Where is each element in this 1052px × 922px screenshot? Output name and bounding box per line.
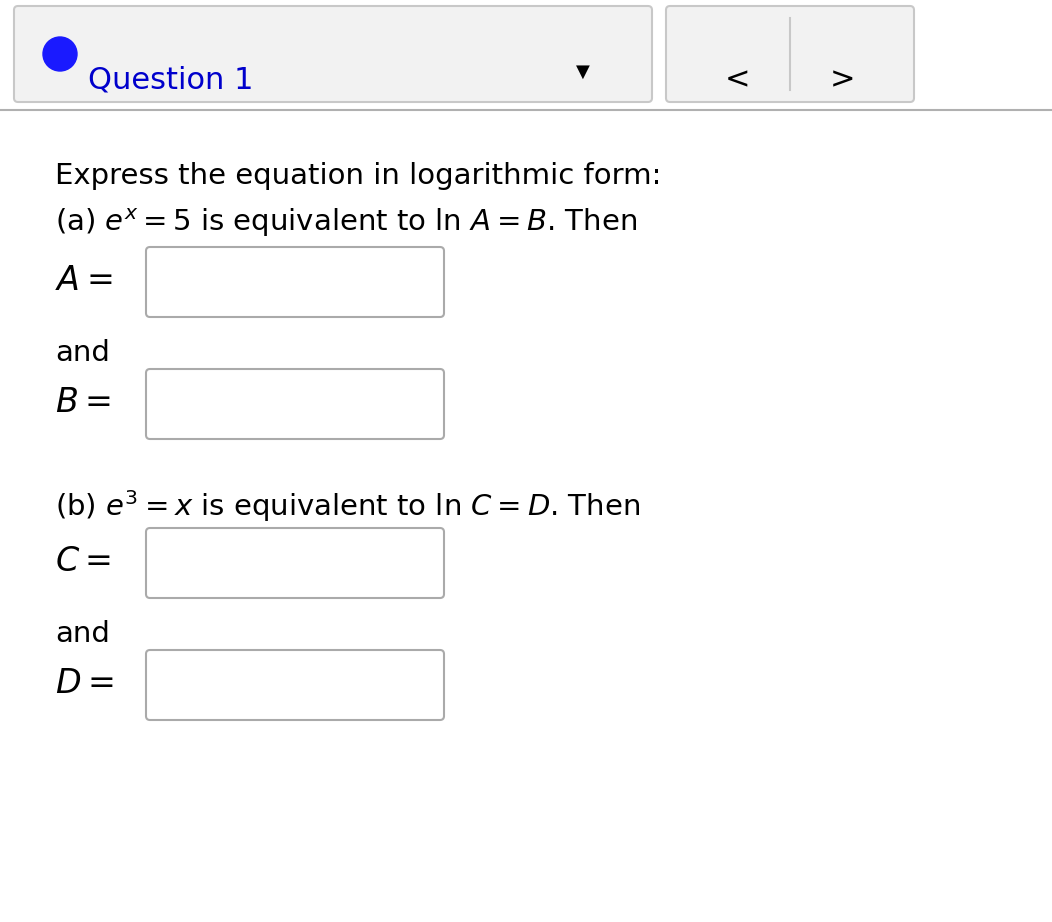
Circle shape [43, 37, 77, 71]
Text: $D =$: $D =$ [55, 668, 114, 700]
Text: >: > [830, 65, 855, 94]
Text: (b) $e^{3} = x$ is equivalent to $\ln\, C = D$. Then: (b) $e^{3} = x$ is equivalent to $\ln\, … [55, 488, 640, 524]
FancyBboxPatch shape [146, 369, 444, 439]
Text: ▼: ▼ [576, 63, 590, 81]
Text: $A =$: $A =$ [55, 265, 113, 297]
Text: and: and [55, 339, 109, 367]
Text: $C =$: $C =$ [55, 546, 112, 578]
Text: (a) $e^{x} = 5$ is equivalent to $\ln\, A = B$. Then: (a) $e^{x} = 5$ is equivalent to $\ln\, … [55, 207, 638, 240]
Text: $B =$: $B =$ [55, 387, 110, 419]
FancyBboxPatch shape [666, 6, 914, 102]
Text: Question 1: Question 1 [88, 65, 254, 94]
Text: <: < [725, 65, 750, 94]
Text: Express the equation in logarithmic form:: Express the equation in logarithmic form… [55, 162, 662, 190]
Text: and: and [55, 620, 109, 648]
FancyBboxPatch shape [146, 528, 444, 598]
FancyBboxPatch shape [146, 650, 444, 720]
FancyBboxPatch shape [14, 6, 652, 102]
FancyBboxPatch shape [146, 247, 444, 317]
